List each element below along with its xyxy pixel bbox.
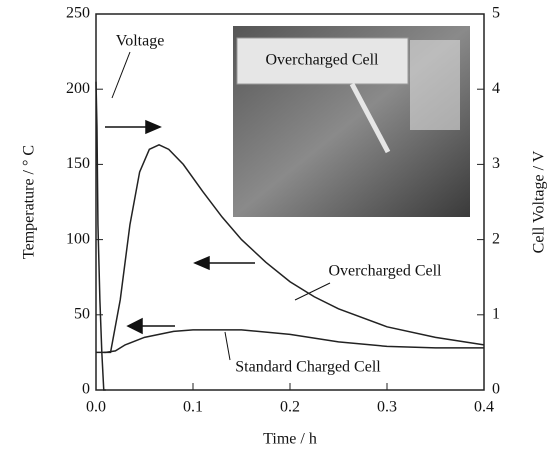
inset-label: Overcharged Cell [266,52,380,69]
y-tick-label: 200 [66,80,90,97]
y-tick-label: 50 [74,305,90,322]
series-line [96,329,484,354]
y-tick-label: 250 [66,5,90,22]
x-tick-label: 0.2 [280,399,300,416]
y-tick-label: 100 [66,230,90,247]
x-tick-label: 0.0 [86,399,106,416]
y-tick-label: 150 [66,155,90,172]
inset-label-box [236,37,409,85]
x-axis-title: Time / h [263,431,317,448]
y-axis-title: Temperature / ° C [21,145,38,259]
y2-tick-label: 4 [492,80,500,97]
y-tick-label: 0 [82,381,90,398]
y2-tick-label: 0 [492,381,500,398]
series-label: Standard Charged Cell [235,359,381,376]
series-label: Overcharged Cell [329,263,443,280]
series-label: Voltage [116,33,165,50]
inset-pointer [349,82,391,154]
y2-tick-label: 2 [492,230,500,247]
y2-tick-label: 5 [492,5,500,22]
series-line [95,81,106,391]
y2-axis-title: Cell Voltage / V [531,150,548,253]
x-tick-label: 0.1 [183,399,203,416]
series-line [103,144,485,354]
y2-tick-label: 3 [492,155,500,172]
arrows [105,51,331,361]
x-tick-label: 0.3 [377,399,397,416]
photo-detail [410,40,460,130]
y2-tick-label: 1 [492,305,500,322]
x-tick-label: 0.4 [474,399,494,416]
